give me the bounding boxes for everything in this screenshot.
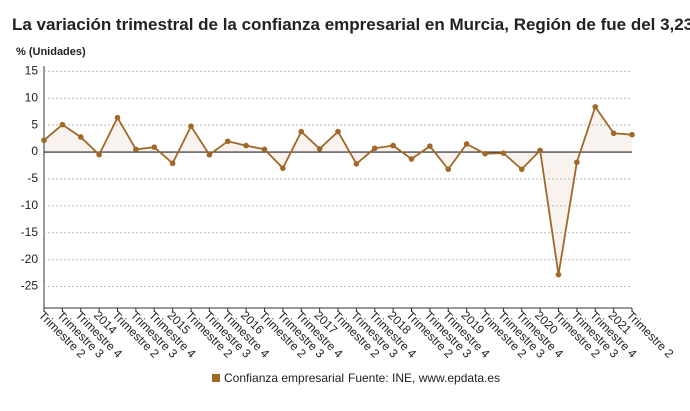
point: [298, 128, 305, 135]
point: [96, 151, 102, 158]
point: [280, 165, 286, 171]
y-tick-label: 15: [25, 64, 39, 78]
y-tick-label: -5: [27, 171, 38, 185]
point: [482, 150, 488, 157]
point: [316, 146, 323, 152]
point: [151, 144, 158, 151]
y-tick-label: 0: [31, 144, 38, 158]
point: [518, 166, 525, 173]
point: [574, 159, 580, 166]
point: [500, 150, 507, 156]
point: [555, 271, 562, 278]
legend-label: Confianza empresarial: [224, 371, 344, 385]
point: [224, 138, 231, 145]
point: [427, 143, 433, 149]
source: Fuente: INE, www.epdata.es: [348, 371, 500, 385]
y-tick-label: 10: [25, 90, 39, 104]
point: [390, 142, 396, 149]
y-tick-label: -10: [21, 198, 39, 212]
point: [77, 134, 84, 140]
point: [169, 160, 176, 167]
point: [41, 137, 47, 144]
y-axis-label: % (Unidades): [16, 46, 86, 58]
area: [44, 106, 632, 275]
point: [353, 161, 360, 167]
y-tick-label: -25: [21, 279, 39, 293]
point: [610, 130, 617, 137]
point: [463, 141, 470, 147]
y-tick-label: -20: [21, 252, 39, 266]
y-tick-label: 5: [31, 117, 38, 131]
legend-swatch: [212, 374, 220, 382]
point: [261, 146, 268, 153]
point: [629, 131, 635, 138]
point: [537, 147, 543, 154]
point: [408, 156, 415, 162]
point: [114, 114, 121, 121]
point: [59, 121, 66, 128]
point: [371, 145, 378, 152]
chart-title: La variación trimestral de la confianza …: [12, 15, 690, 34]
point: [133, 146, 139, 153]
point: [243, 142, 249, 149]
point: [206, 151, 213, 158]
y-tick-label: -15: [21, 225, 39, 239]
point: [188, 123, 194, 130]
point: [335, 128, 341, 135]
point: [445, 166, 452, 173]
point: [592, 104, 599, 110]
